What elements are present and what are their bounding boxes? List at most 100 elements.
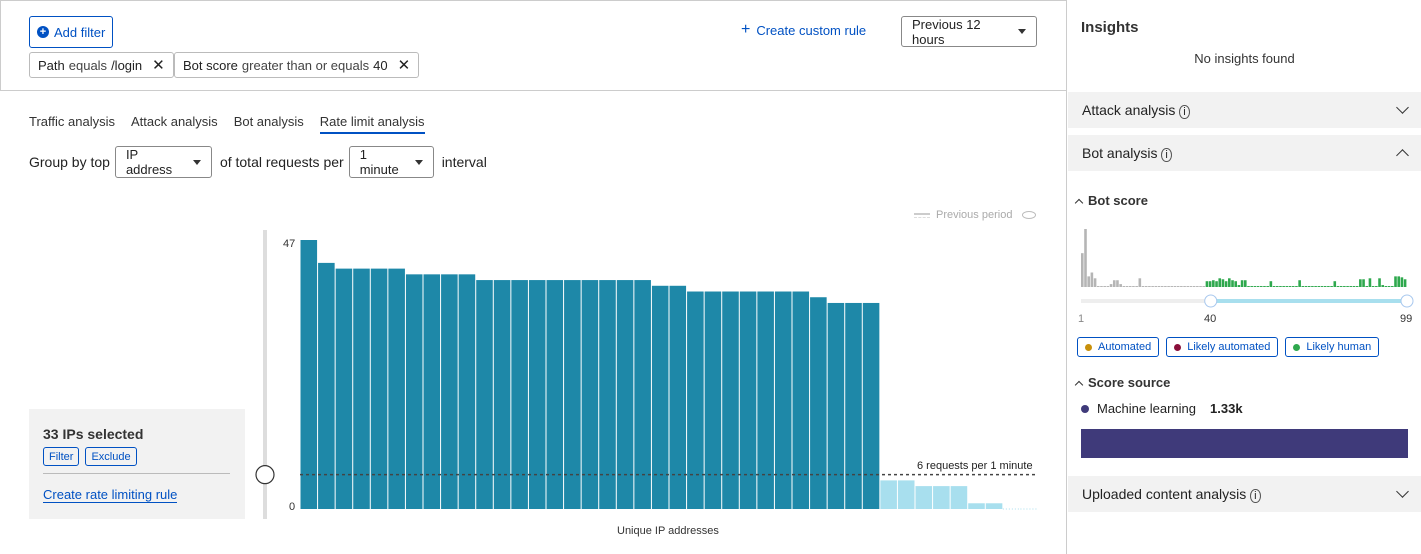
histogram-bar [1304,286,1308,287]
histogram-bar [1365,286,1369,287]
chip-field: Bot score [183,57,238,73]
histogram-bar [1084,229,1087,287]
attack-analysis-section[interactable]: Attack analysis i [1068,92,1421,128]
histogram-bar [1282,286,1285,287]
interval-select[interactable]: 1 minute [348,146,434,178]
section-title: Uploaded content analysis [1082,486,1247,502]
histogram-bar [1359,279,1362,287]
filter-button[interactable]: Filter [43,447,80,466]
bar [985,503,1003,509]
bot-analysis-section[interactable]: Bot analysis i [1068,135,1421,171]
y-axis-slider-track[interactable] [263,230,267,519]
bot-score-histogram [1081,229,1414,308]
histogram-bar [1221,279,1225,287]
tab-bot-analysis[interactable]: Bot analysis [233,114,304,129]
group-by-field-select[interactable]: IP address [114,146,212,178]
bar [739,291,757,509]
bot-score-header[interactable]: Bot score [1074,193,1148,208]
bar [862,302,880,509]
histogram-bar [1266,286,1269,287]
bar [388,268,405,509]
bar [458,274,476,509]
close-icon[interactable]: ✕ [152,57,165,74]
create-rate-limiting-rule-link[interactable]: Create rate limiting rule [43,487,178,503]
legend-likely-automated[interactable]: Likely automated [1166,337,1279,357]
bar [845,302,862,509]
legend-likely-human[interactable]: Likely human [1285,337,1380,357]
bar [476,280,493,509]
range-handle-low[interactable] [1204,294,1218,308]
bar [933,486,950,509]
filter-chip-path[interactable]: Path equals /login ✕ [29,52,174,78]
histogram-bar [1362,279,1365,287]
chevron-up-icon [1074,198,1084,207]
analysis-tabs: Traffic analysis Attack analysis Bot ana… [29,114,425,134]
eye-icon[interactable] [1022,211,1037,219]
range-handle-high[interactable] [1400,294,1414,308]
bar [546,280,564,509]
info-icon[interactable]: i [1161,148,1172,162]
bar [318,262,335,509]
bar [300,240,318,509]
bar [810,297,827,509]
add-filter-label: Add filter [54,24,106,40]
group-by-field-value: IP address [125,147,173,177]
histogram-bar [1144,286,1148,287]
histogram-bar [1397,276,1401,287]
histogram-bar [1208,281,1212,287]
bar [441,274,458,509]
histogram-bar [1387,286,1391,287]
info-icon[interactable]: i [1179,105,1190,119]
chip-op: equals [68,57,108,73]
bar [915,486,933,509]
score-source-title: Score source [1088,375,1171,390]
chip-op: greater than or equals [241,57,370,73]
histogram-bar [1202,286,1206,287]
chevron-down-icon[interactable] [1396,485,1409,498]
exclude-button[interactable]: Exclude [85,447,137,466]
histogram-bar [1346,286,1349,287]
histogram-bar [1100,286,1103,287]
score-source-header[interactable]: Score source [1074,375,1171,390]
histogram-bar [1285,286,1289,287]
histogram-bar [1218,278,1222,287]
dot-icon [1293,343,1301,351]
section-title: Attack analysis [1082,102,1176,118]
histogram-bar [1327,286,1330,287]
time-range-select[interactable]: Previous 12 hours [901,16,1037,47]
legend-label: Automated [1098,341,1152,353]
add-filter-button[interactable]: + Add filter [29,16,114,48]
chevron-down-icon[interactable] [1396,101,1409,114]
histogram-bar [1205,281,1209,287]
bar [528,280,546,509]
histogram-bar [1141,286,1145,287]
histogram-bar [1317,286,1321,287]
divider [0,0,1066,1]
legend-automated[interactable]: Automated [1077,337,1160,357]
histogram-bar [1135,286,1138,287]
close-icon[interactable]: ✕ [397,57,411,74]
bar [897,480,915,509]
tab-rate-limit-analysis[interactable]: Rate limit analysis [319,114,425,134]
histogram-bar [1269,281,1273,287]
info-icon[interactable]: i [1250,489,1261,503]
uploaded-content-section[interactable]: Uploaded content analysis i [1068,476,1421,512]
chevron-up-icon[interactable] [1396,149,1409,162]
bar [950,486,968,509]
score-source-item: Machine learning 1.33k [1081,401,1243,416]
tab-attack-analysis[interactable]: Attack analysis [130,114,218,129]
time-range-value: Previous 12 hours [912,16,981,47]
create-custom-rule-link[interactable]: + Create custom rule [741,22,866,39]
previous-period-legend[interactable]: Previous period [914,209,1037,221]
histogram-bar [1288,286,1292,287]
histogram-bar [1234,281,1238,287]
selection-card: 33 IPs selected Filter Exclude Create ra… [29,409,245,519]
histogram-bar [1381,285,1385,287]
caret-down-icon [192,159,201,165]
tab-traffic-analysis[interactable]: Traffic analysis [29,114,115,129]
histogram-bar [1355,286,1359,287]
bar [599,280,616,509]
filter-chip-bot-score[interactable]: Bot score greater than or equals 40 ✕ [174,52,420,78]
threshold-slider-handle[interactable] [255,465,275,485]
bar [581,280,599,509]
